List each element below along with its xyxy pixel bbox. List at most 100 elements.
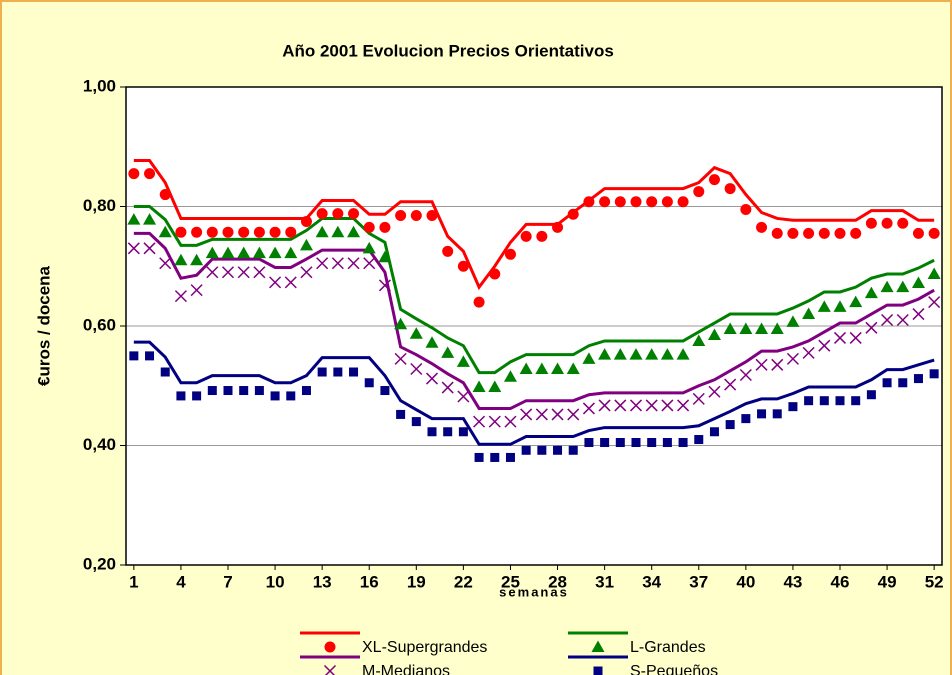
marker (709, 427, 719, 437)
marker (694, 435, 704, 445)
marker (378, 250, 392, 263)
marker (598, 399, 611, 412)
marker (804, 396, 814, 406)
marker (912, 227, 924, 239)
marker (380, 386, 390, 396)
marker (833, 300, 847, 312)
marker (158, 225, 172, 238)
marker (333, 367, 343, 377)
marker (771, 358, 784, 371)
marker (473, 296, 485, 308)
marker (192, 391, 202, 401)
marker (600, 438, 610, 448)
marker (252, 246, 266, 259)
marker (284, 246, 298, 259)
marker (661, 399, 674, 412)
marker (331, 225, 345, 238)
marker (176, 391, 186, 401)
marker (206, 266, 219, 279)
marker (425, 336, 439, 348)
marker (551, 362, 565, 375)
marker (896, 280, 910, 293)
marker (851, 396, 861, 406)
marker (723, 322, 737, 334)
marker (928, 296, 941, 309)
marker (662, 438, 672, 448)
marker (741, 414, 751, 424)
marker (269, 276, 282, 289)
marker (505, 452, 515, 462)
marker (127, 242, 140, 255)
marker (536, 230, 548, 242)
legend-label: M-Medianos (362, 663, 450, 675)
marker (127, 213, 141, 225)
series-line (133, 231, 935, 410)
marker (552, 221, 564, 233)
marker (817, 300, 831, 312)
marker (896, 313, 909, 327)
marker (724, 378, 737, 391)
x-tick-label: 52 (925, 572, 944, 591)
marker (553, 445, 563, 455)
x-tick-label: 13 (313, 572, 332, 591)
marker (646, 196, 658, 208)
marker (834, 227, 846, 239)
marker (739, 322, 753, 334)
y-axis-label: €uros / docena (34, 265, 53, 386)
marker (222, 226, 234, 238)
marker (315, 225, 329, 238)
marker (347, 225, 361, 238)
marker (537, 445, 547, 455)
marker (521, 445, 531, 455)
marker (332, 208, 344, 220)
marker (599, 196, 611, 208)
marker (864, 286, 878, 299)
marker (739, 368, 752, 382)
marker (755, 358, 768, 371)
marker (378, 279, 391, 292)
marker (755, 322, 769, 334)
marker (442, 245, 454, 257)
marker (708, 174, 720, 186)
legend-label: XL-Supergrandes (362, 639, 487, 656)
marker (299, 238, 313, 251)
marker (519, 362, 533, 375)
marker (707, 328, 721, 340)
marker (614, 399, 627, 412)
marker (661, 196, 673, 208)
x-tick-label: 22 (454, 572, 473, 591)
marker (566, 362, 580, 375)
marker (786, 315, 800, 327)
legend-label: L-Grandes (630, 639, 706, 656)
marker (174, 253, 188, 266)
x-tick-label: 4 (176, 572, 186, 591)
marker (411, 417, 421, 427)
marker (770, 322, 784, 334)
marker (567, 408, 580, 421)
marker (615, 438, 625, 448)
x-tick-label: 28 (548, 572, 567, 591)
marker (835, 396, 845, 406)
marker (221, 266, 235, 279)
marker (708, 385, 721, 398)
marker (473, 415, 486, 428)
marker (206, 226, 218, 238)
marker (740, 203, 752, 215)
marker (692, 334, 706, 346)
marker (410, 209, 422, 221)
marker (613, 348, 627, 360)
plot-border (125, 86, 943, 566)
x-tick-label: 31 (595, 572, 614, 591)
marker (223, 386, 233, 396)
marker (489, 268, 501, 280)
marker (927, 267, 941, 280)
marker (677, 399, 690, 412)
marker (880, 280, 894, 293)
x-tick-label: 25 (501, 572, 520, 591)
marker (331, 257, 344, 270)
marker (583, 196, 595, 208)
marker (551, 408, 564, 421)
marker (324, 641, 336, 653)
marker (239, 386, 249, 396)
marker (913, 374, 923, 384)
